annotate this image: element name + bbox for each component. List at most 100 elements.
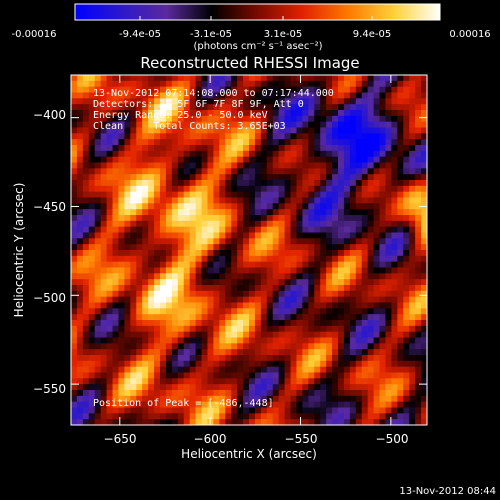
- heatmap-cell: [71, 244, 78, 251]
- heatmap-cell: [326, 308, 333, 315]
- heatmap-cell: [314, 279, 321, 286]
- heatmap-cell: [308, 325, 315, 333]
- heatmap-cell: [349, 127, 357, 134]
- heatmap-cell: [314, 285, 321, 292]
- heatmap-cell: [397, 98, 404, 105]
- heatmap-cell: [118, 267, 125, 274]
- heatmap-cell: [148, 145, 155, 152]
- heatmap-cell: [320, 419, 327, 425]
- heatmap-cell: [326, 104, 333, 111]
- heatmap-cell: [183, 150, 191, 158]
- heatmap-cell: [332, 407, 339, 414]
- heatmap-cell: [100, 302, 107, 309]
- heatmap-cell: [290, 209, 297, 216]
- heatmap-cell: [290, 337, 297, 344]
- heatmap-cell: [124, 355, 131, 362]
- heatmap-cell: [160, 203, 167, 210]
- heatmap-cell: [290, 133, 297, 140]
- heatmap-cell: [213, 220, 220, 228]
- heatmap-cell: [290, 238, 297, 245]
- heatmap-cell: [320, 255, 327, 263]
- heatmap-cell: [302, 413, 309, 420]
- heatmap-cell: [201, 401, 208, 408]
- heatmap-cell: [124, 378, 131, 385]
- heatmap-cell: [302, 349, 309, 356]
- heatmap-cell: [367, 273, 374, 280]
- heatmap-cell: [231, 325, 238, 333]
- heatmap-cell: [391, 139, 398, 146]
- heatmap-cell: [112, 390, 119, 397]
- heatmap-cell: [148, 279, 155, 286]
- heatmap-cell: [284, 378, 291, 385]
- heatmap-cell: [367, 104, 374, 111]
- heatmap-cell: [332, 413, 339, 420]
- heatmap-cell: [207, 110, 214, 117]
- heatmap-cell: [118, 314, 125, 321]
- heatmap-cell: [373, 220, 380, 228]
- heatmap-cell: [361, 168, 369, 175]
- heatmap-cell: [302, 273, 309, 280]
- heatmap-cell: [278, 156, 285, 163]
- heatmap-cell: [373, 244, 380, 251]
- heatmap-cell: [379, 191, 386, 198]
- heatmap-cell: [343, 203, 351, 210]
- heatmap-cell: [189, 366, 196, 373]
- heatmap-cell: [106, 401, 113, 408]
- heatmap-cell: [219, 267, 226, 274]
- heatmap-cell: [403, 390, 410, 397]
- heatmap-cell: [148, 250, 155, 257]
- heatmap-cell: [421, 349, 427, 356]
- heatmap-cell: [183, 349, 191, 356]
- heatmap-cell: [320, 349, 327, 356]
- heatmap-cell: [231, 209, 238, 216]
- heatmap-cell: [71, 174, 78, 181]
- heatmap-cell: [343, 226, 351, 233]
- heatmap-cell: [290, 296, 297, 303]
- heatmap-cell: [385, 80, 392, 88]
- heatmap-cell: [326, 349, 333, 356]
- heatmap-cell: [403, 203, 410, 210]
- heatmap-cell: [361, 197, 369, 204]
- heatmap-cell: [124, 145, 131, 152]
- heatmap-cell: [249, 180, 256, 187]
- heatmap-cell: [100, 320, 107, 327]
- heatmap-cell: [177, 366, 185, 373]
- heatmap-cell: [71, 285, 78, 292]
- heatmap-cell: [278, 337, 285, 344]
- heatmap-cell: [332, 115, 339, 123]
- heatmap-cell: [130, 419, 137, 425]
- heatmap-cell: [397, 156, 404, 163]
- heatmap-cell: [403, 115, 410, 123]
- heatmap-cell: [385, 261, 392, 268]
- heatmap-cell: [284, 325, 291, 333]
- heatmap-cell: [183, 86, 191, 93]
- heatmap-cell: [219, 337, 226, 344]
- heatmap-cell: [249, 366, 256, 373]
- heatmap-cell: [272, 267, 280, 274]
- heatmap-cell: [154, 145, 161, 152]
- heatmap-cell: [130, 238, 137, 245]
- heatmap-cell: [284, 355, 291, 362]
- heatmap-cell: [195, 174, 202, 181]
- heatmap-cell: [278, 320, 285, 327]
- heatmap-cell: [112, 255, 119, 263]
- heatmap-cell: [124, 162, 131, 169]
- heatmap-cell: [415, 296, 422, 303]
- heatmap-cell: [118, 244, 125, 251]
- heatmap-cell: [177, 255, 185, 263]
- heatmap-cell: [338, 279, 345, 286]
- heatmap-cell: [183, 302, 191, 309]
- heatmap-cell: [290, 320, 297, 327]
- heatmap-cell: [94, 92, 102, 99]
- heatmap-cell: [320, 250, 327, 257]
- heatmap-cell: [314, 150, 321, 158]
- heatmap-cell: [177, 325, 185, 333]
- heatmap-cell: [106, 250, 113, 257]
- heatmap-cell: [225, 302, 232, 309]
- heatmap-cell: [391, 121, 398, 128]
- heatmap-cell: [88, 390, 96, 397]
- heatmap-cell: [326, 325, 333, 333]
- heatmap-cell: [100, 372, 107, 379]
- heatmap-cell: [284, 127, 291, 134]
- heatmap-cell: [171, 121, 179, 128]
